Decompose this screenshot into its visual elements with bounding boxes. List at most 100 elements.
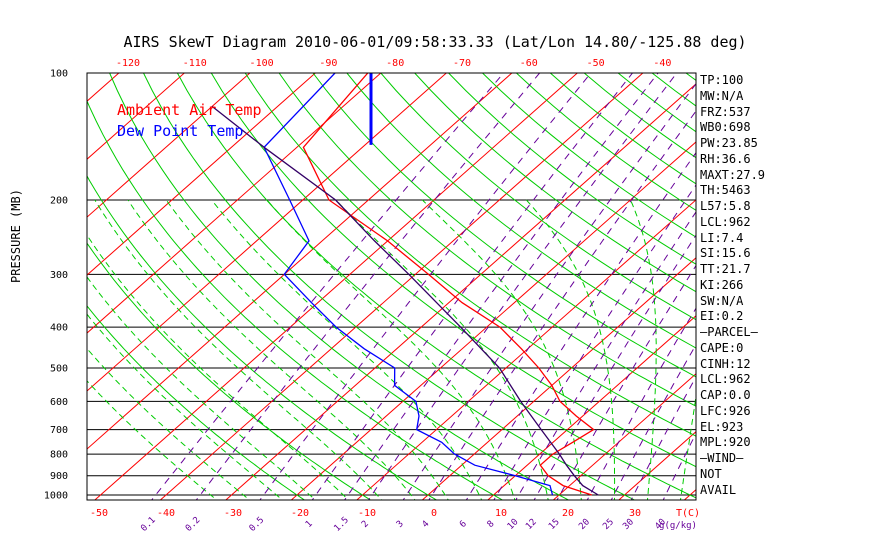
- moist-adiabat-line: [165, 199, 449, 500]
- moist-adiabat-line: [87, 347, 251, 500]
- mixing-ratio-label: 12: [524, 517, 539, 532]
- dry-adiabat-line: [380, 73, 696, 321]
- dry-adiabat-line: [143, 73, 636, 500]
- stability-index-row: AVAIL: [700, 482, 737, 497]
- pressure-tick-label: 1000: [44, 491, 68, 502]
- moist-adiabat-line: [211, 199, 483, 500]
- mixing-ratio-line: [367, 73, 678, 500]
- isotherm-line: [87, 73, 316, 276]
- isotherm-line: [487, 315, 696, 500]
- dry-adiabat-line: [788, 73, 870, 504]
- pressure-tick-label: 200: [50, 196, 68, 207]
- mixing-ratio-label: 0.2: [184, 515, 203, 534]
- parcel-lapse-line: [211, 105, 599, 496]
- mixing-ratio-line: [515, 211, 696, 500]
- mixing-ratio-line: [465, 151, 696, 500]
- stability-index-row: TT:21.7: [700, 262, 751, 276]
- stability-index-row: CAP:0.0: [700, 388, 751, 402]
- dry-adiabat-line: [109, 73, 570, 500]
- stability-index-row: SW:N/A: [700, 293, 744, 308]
- bottom-temp-tick-label: 30: [629, 508, 641, 519]
- stability-index-row: TP:100: [700, 73, 744, 87]
- top-temp-tick-label: -120: [116, 58, 140, 69]
- mixing-ratio-labels: 0.1 0.2 0.5 1 1.5 2 3 4 6 8 10 12 15 20 25 30 40g(g/kg): [139, 515, 697, 534]
- mixing-ratio-label: 2: [360, 519, 371, 530]
- stability-index-row: LCL:962: [700, 372, 751, 387]
- bottom-temp-tick-label: -10: [358, 508, 376, 519]
- mixing-ratio-label: 30: [621, 517, 636, 532]
- mixing-ratio-label: 10: [506, 517, 521, 532]
- y-axis-label: PRESSURE (MB): [9, 189, 23, 283]
- stability-index-row: —PARCEL—: [700, 325, 758, 339]
- dry-adiabat-line: [87, 99, 504, 500]
- mixing-ratio-line: [402, 82, 696, 500]
- mixing-ratio-line: [195, 73, 540, 500]
- stability-index-row: —WIND—: [700, 451, 744, 465]
- dry-adiabat-line: [278, 73, 696, 407]
- bottom-temp-tick-label: -50: [90, 508, 108, 519]
- dry-adiabat-line: [312, 73, 696, 378]
- stability-index-row: FRZ:537: [700, 104, 751, 119]
- pressure-tick-label: 700: [50, 425, 68, 436]
- moist-adiabat-line: [127, 199, 416, 500]
- isotherm-line: [87, 73, 185, 160]
- stability-index-row: RH:36.6: [700, 151, 751, 166]
- top-temp-tick-label: -90: [319, 58, 337, 69]
- mixing-ratio-label: 4: [421, 519, 432, 530]
- legend-dew-point-temp: Dew Point Temp: [117, 122, 244, 140]
- moist-adiabat-line: [87, 380, 218, 500]
- dry-adiabat-line: [346, 73, 696, 349]
- isotherm-line: [552, 373, 696, 500]
- mixing-ratio-label: 15: [547, 517, 562, 532]
- isotherm-line: [225, 83, 696, 500]
- isotherm-line: [87, 73, 513, 450]
- bottom-temp-tick-label: 0: [431, 508, 437, 519]
- stability-index-row: L57:5.8: [700, 199, 751, 213]
- mixing-ratio-label: 8: [486, 519, 497, 530]
- dry-adiabat-line: [448, 73, 696, 265]
- stability-index-row: WB0:698: [700, 120, 751, 135]
- pressure-tick-label: 400: [50, 323, 68, 334]
- mixing-ratio-unit-label: g(g/kg): [659, 521, 697, 531]
- stability-indices-panel: TP:100 MW:N/A FRZ:537 WB0:698 PW:23.85 RH:36.…: [700, 73, 765, 498]
- stability-index-row: MAXT:27.9: [700, 167, 766, 182]
- mixing-ratio-label: 0.1: [139, 515, 158, 534]
- isotherm-line: [87, 73, 382, 334]
- stability-index-row: EL:923: [700, 419, 744, 434]
- bottom-temp-tick-label: -20: [291, 508, 309, 519]
- pressure-tick-label: 500: [50, 363, 68, 374]
- mixing-ratio-label: 3: [395, 519, 406, 530]
- pressure-tick-label: 900: [50, 471, 68, 482]
- isotherm-line: [159, 73, 644, 500]
- top-temp-tick-label: -60: [520, 58, 538, 69]
- stability-index-row: CINH:12: [700, 356, 751, 371]
- bottom-temp-tick-label: 20: [562, 508, 574, 519]
- bottom-temperature-tick-labels: -50 -40 -30 -20 -10 0 10 20 30 T(C): [90, 508, 700, 519]
- mixing-ratio-line: [533, 234, 696, 500]
- isotherm-line: [811, 73, 870, 504]
- mixing-ratio-line: [428, 110, 696, 500]
- moist-adiabat-line: [87, 313, 284, 500]
- stability-index-row: PW:23.85: [700, 136, 758, 150]
- stability-index-row: KI:266: [700, 277, 744, 292]
- mixing-ratio-label: 6: [458, 519, 469, 530]
- dry-adiabat-line: [822, 73, 870, 504]
- mixing-ratio-line: [343, 73, 659, 500]
- mixing-ratio-line: [151, 73, 504, 500]
- dry-adiabat-line: [87, 175, 438, 500]
- top-temperature-tick-labels: -120 -110 -100 -90 -80 -70 -60 -50 -40: [116, 58, 671, 69]
- pressure-tick-labels: 100 200 300 400 500 600 700 800 900 1000: [44, 69, 68, 502]
- stability-index-row: MW:N/A: [700, 88, 744, 103]
- chart-title: AIRS SkewT Diagram 2010-06-01/09:58:33.3…: [123, 33, 747, 51]
- stability-index-row: EI:0.2: [700, 309, 744, 324]
- legend-ambient-air-temp: Ambient Air Temp: [117, 101, 262, 119]
- dry-adiabat-line: [754, 73, 870, 504]
- top-temp-tick-label: -70: [453, 58, 471, 69]
- mixing-ratio-line: [662, 432, 696, 500]
- dry-adiabat-line: [414, 73, 696, 293]
- stability-index-row: LFC:926: [700, 403, 751, 418]
- isotherm-line: [0, 73, 53, 504]
- dry-adiabat-line: [244, 73, 696, 437]
- moist-adiabat-line: [87, 276, 317, 500]
